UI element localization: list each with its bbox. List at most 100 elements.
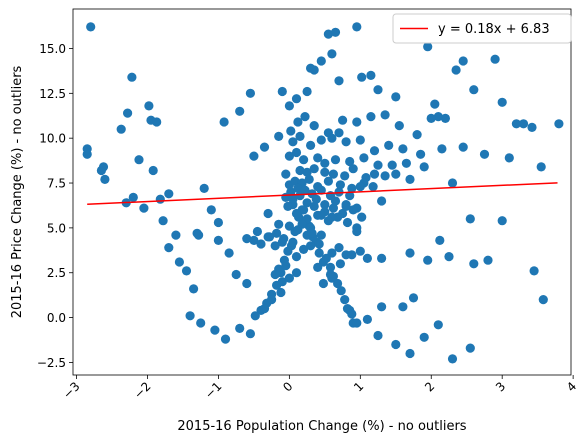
data-point [359, 153, 369, 163]
data-point [299, 244, 309, 254]
data-point [342, 304, 353, 314]
data-point [284, 273, 294, 283]
data-point [210, 325, 220, 335]
data-point [299, 155, 309, 165]
data-point [391, 339, 401, 350]
data-point [527, 122, 537, 132]
data-point [302, 86, 312, 97]
data-point [511, 119, 521, 129]
data-point [164, 243, 174, 253]
data-point [340, 295, 350, 305]
data-point [368, 182, 378, 192]
data-point [391, 169, 401, 179]
data-point [245, 88, 255, 98]
data-point [342, 217, 353, 228]
data-point [405, 248, 415, 258]
data-point [302, 167, 312, 177]
data-point [219, 117, 229, 127]
data-point [259, 304, 270, 314]
data-point [304, 174, 314, 184]
data-point [497, 97, 507, 107]
data-point [433, 112, 443, 122]
data-point [430, 99, 440, 109]
data-point [447, 178, 458, 188]
data-point [394, 121, 404, 131]
data-point [313, 262, 323, 272]
y-tick-label: 15.0 [39, 42, 66, 56]
data-point [316, 56, 326, 66]
data-point [259, 142, 270, 152]
data-point [458, 56, 468, 66]
legend-label: y = 0.18x + 6.83 [438, 22, 550, 37]
data-point [316, 185, 326, 195]
data-point [306, 241, 316, 251]
data-point [323, 176, 333, 186]
data-point [362, 253, 372, 263]
data-point [235, 323, 245, 333]
data-point [291, 252, 302, 262]
data-point [416, 149, 426, 159]
data-point [283, 201, 293, 211]
y-tick-label: 12.5 [39, 87, 66, 101]
data-point [293, 183, 303, 193]
data-point [249, 151, 259, 161]
data-point [334, 187, 344, 197]
data-point [327, 248, 337, 258]
data-point [185, 311, 195, 321]
data-point [231, 269, 241, 280]
data-point [435, 235, 445, 245]
data-point [291, 147, 302, 158]
data-point [357, 212, 367, 222]
data-point [318, 278, 328, 289]
data-point [465, 343, 475, 353]
data-point [444, 252, 454, 262]
data-point [272, 228, 282, 238]
data-point [276, 287, 286, 298]
data-point [345, 156, 355, 167]
data-point [336, 286, 346, 296]
data-point [536, 162, 546, 172]
legend: y = 0.18x + 6.83 [392, 13, 572, 44]
data-point [334, 243, 344, 253]
data-point [366, 112, 376, 122]
data-point [256, 239, 266, 249]
data-point [314, 239, 324, 249]
data-point [323, 29, 333, 39]
legend-box [392, 13, 572, 44]
y-tick-label: 10.0 [39, 132, 66, 146]
data-point [300, 112, 310, 122]
y-tick-label: 0.0 [47, 311, 66, 325]
data-point [352, 318, 362, 328]
data-point [307, 228, 317, 238]
data-point [213, 217, 223, 228]
data-point [437, 144, 447, 154]
data-point [327, 133, 337, 143]
x-axis-label: 2015-16 Population Change (%) - no outli… [177, 419, 466, 434]
data-point [355, 246, 365, 256]
data-point [320, 200, 330, 210]
data-point [274, 131, 284, 141]
data-point [309, 65, 319, 75]
data-point [377, 302, 387, 312]
data-point [189, 284, 199, 294]
data-point [398, 302, 408, 312]
data-point [355, 182, 365, 192]
data-point [538, 295, 548, 305]
data-point [284, 221, 294, 231]
data-point [369, 169, 380, 179]
data-point [373, 85, 383, 95]
data-point [335, 180, 345, 190]
data-point [348, 164, 358, 174]
data-point [529, 266, 539, 276]
data-point [426, 113, 436, 123]
data-point [340, 171, 350, 181]
data-point [242, 234, 252, 244]
data-point [345, 191, 355, 201]
data-point [325, 269, 336, 280]
data-point [330, 27, 341, 37]
data-point [274, 219, 284, 229]
data-point [295, 131, 305, 141]
data-point [116, 124, 126, 134]
data-point [341, 137, 351, 147]
data-point [387, 160, 397, 170]
